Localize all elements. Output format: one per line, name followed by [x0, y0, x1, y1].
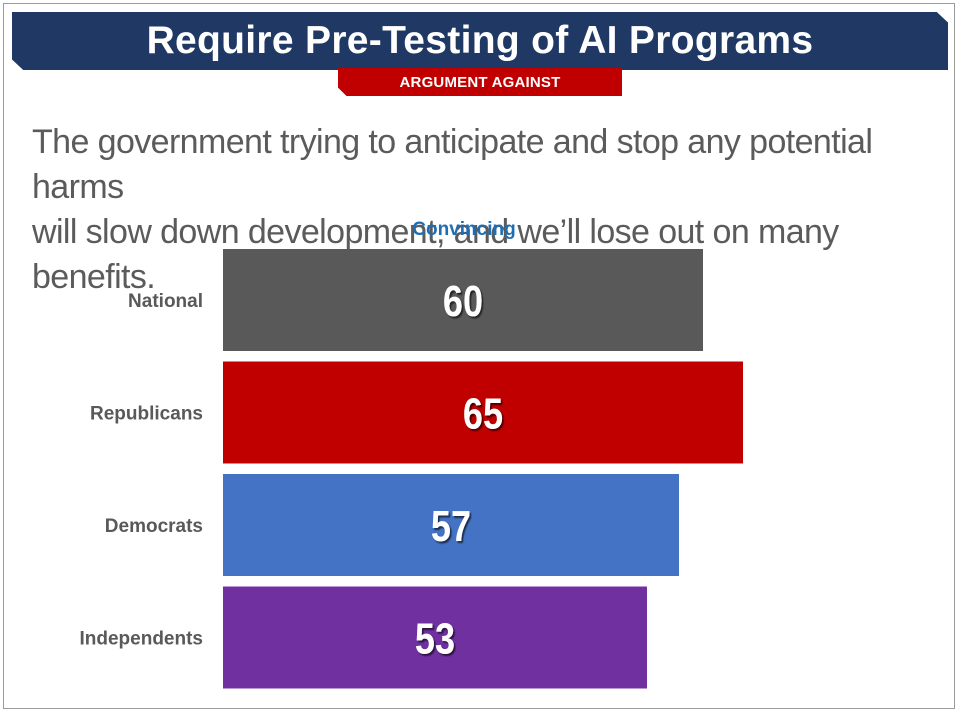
bar-republicans: [223, 361, 743, 464]
argument-statement: The government trying to anticipate and …: [32, 120, 932, 300]
slide-title: Require Pre-Testing of AI Programs: [146, 19, 814, 62]
category-label-democrats: Democrats: [105, 516, 203, 537]
bar-democrats: [223, 474, 679, 576]
argument-tag: ARGUMENT AGAINST: [338, 68, 622, 96]
value-label-national: 60: [443, 277, 483, 326]
value-label-republicans: 65: [463, 389, 503, 438]
category-label-republicans: Republicans: [90, 404, 203, 425]
argument-tag-label: ARGUMENT AGAINST: [399, 73, 561, 91]
title-banner: Require Pre-Testing of AI Programs: [12, 12, 948, 70]
statement-line-2: will slow down development, and we’ll lo…: [32, 213, 839, 296]
bar-national: [223, 249, 703, 351]
value-label-independents: 53: [415, 614, 455, 663]
category-label-independents: Independents: [79, 629, 203, 650]
slide-frame: [3, 3, 955, 709]
category-label-national: National: [128, 291, 203, 312]
bar-independents: [223, 586, 647, 689]
column-header: Convincing: [412, 219, 516, 240]
statement-line-1: The government trying to anticipate and …: [32, 123, 873, 206]
value-label-democrats: 57: [431, 502, 471, 551]
